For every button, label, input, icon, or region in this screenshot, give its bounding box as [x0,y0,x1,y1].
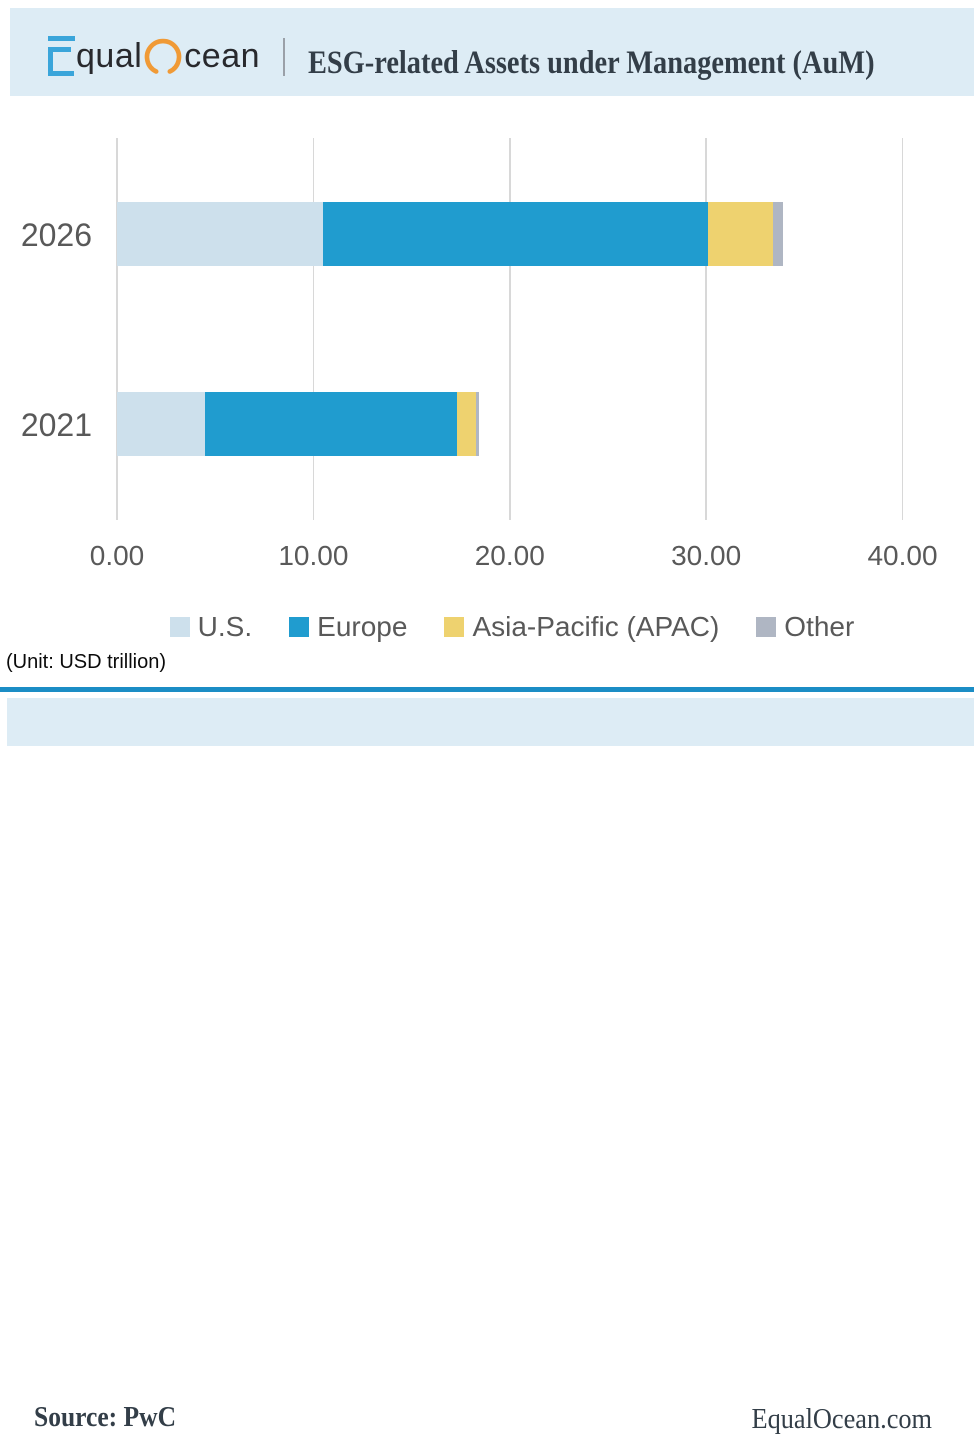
chart-legend: U.S. Europe Asia-Pacific (APAC) Other [117,611,907,643]
legend-label: U.S. [197,611,253,642]
bar-segment-u-s- [117,392,206,456]
legend-label: Other [784,611,855,642]
header-banner: qual cean ESG-related Assets under Manag… [10,8,974,96]
y-axis-label: 2021 [20,407,92,443]
legend-item: U.S. [169,611,253,643]
x-axis-label: 10.00 [278,540,349,571]
gridline [901,138,904,520]
legend-label: Europe [317,611,408,642]
legend-label: Asia-Pacific (APAC) [472,611,720,642]
legend-swatch-icon [289,617,310,637]
y-axis-label: 2026 [20,217,92,253]
source-text: Source: PwC [34,1401,176,1433]
legend-item: Asia-Pacific (APAC) [444,611,719,643]
bar-segment-europe [323,202,709,266]
x-axis-label: 20.00 [474,540,545,571]
gridline [116,138,118,520]
footer-rule [0,687,974,692]
equalocean-logo: qual cean [48,36,260,82]
unit-note: (Unit: USD trillion) [6,651,167,673]
bar-segment-other [772,202,783,266]
gridline [509,138,511,520]
footer-banner: Source: PwC EqualOcean.com [7,698,974,1435]
gridline [705,138,707,520]
logo-e-icon [48,36,76,76]
legend-item: Other [756,611,854,643]
site-link: EqualOcean.com [751,1404,932,1435]
bar-segment-other [476,392,480,456]
legend-swatch-icon [756,617,777,637]
header-divider [283,38,285,76]
logo-text-cean: cean [184,37,261,75]
legend-item: Europe [289,611,407,643]
x-axis-label: 40.00 [867,540,938,571]
page-title: ESG-related Assets under Management (AuM… [308,45,875,81]
logo-o-icon [143,36,183,76]
logo-text-qual: qual [76,37,143,75]
bar-segment-asia-pacific-apac- [708,202,773,266]
x-axis-label: 0.00 [89,540,145,571]
legend-swatch-icon [169,617,190,637]
bar-segment-asia-pacific-apac- [456,392,477,456]
x-axis-label: 30.00 [671,540,742,571]
legend-swatch-icon [444,617,465,637]
bar-segment-europe [205,392,457,456]
bar-segment-u-s- [117,202,324,266]
gridline [312,138,315,520]
